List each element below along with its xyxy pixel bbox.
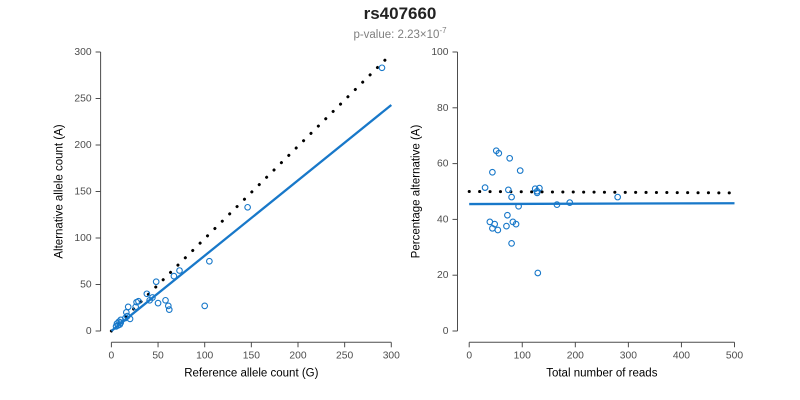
svg-text:0: 0 (109, 350, 115, 361)
svg-text:150: 150 (74, 187, 91, 198)
svg-text:150: 150 (243, 350, 260, 361)
svg-text:20: 20 (437, 270, 449, 281)
svg-text:500: 500 (726, 350, 743, 361)
svg-text:Reference allele count (G): Reference allele count (G) (184, 367, 318, 379)
svg-text:60: 60 (437, 159, 449, 170)
svg-text:250: 250 (336, 350, 353, 361)
svg-text:200: 200 (567, 350, 584, 361)
svg-text:100: 100 (514, 350, 531, 361)
svg-text:0: 0 (443, 326, 449, 337)
svg-text:40: 40 (437, 214, 449, 225)
svg-text:Total number of reads: Total number of reads (546, 367, 657, 379)
svg-text:80: 80 (437, 103, 449, 114)
svg-text:Percentage alternative (A): Percentage alternative (A) (411, 125, 423, 259)
svg-text:300: 300 (383, 350, 400, 361)
svg-text:300: 300 (74, 47, 91, 58)
svg-text:400: 400 (673, 350, 690, 361)
svg-text:100: 100 (431, 47, 448, 58)
svg-text:Alternative allele count (A): Alternative allele count (A) (54, 124, 66, 258)
svg-text:50: 50 (152, 350, 164, 361)
svg-text:250: 250 (74, 94, 91, 105)
svg-text:100: 100 (74, 233, 91, 244)
svg-text:50: 50 (80, 280, 92, 291)
svg-text:0: 0 (86, 326, 92, 337)
svg-text:200: 200 (74, 140, 91, 151)
svg-text:100: 100 (196, 350, 213, 361)
svg-text:0: 0 (466, 350, 472, 361)
svg-text:200: 200 (289, 350, 306, 361)
svg-text:300: 300 (620, 350, 637, 361)
